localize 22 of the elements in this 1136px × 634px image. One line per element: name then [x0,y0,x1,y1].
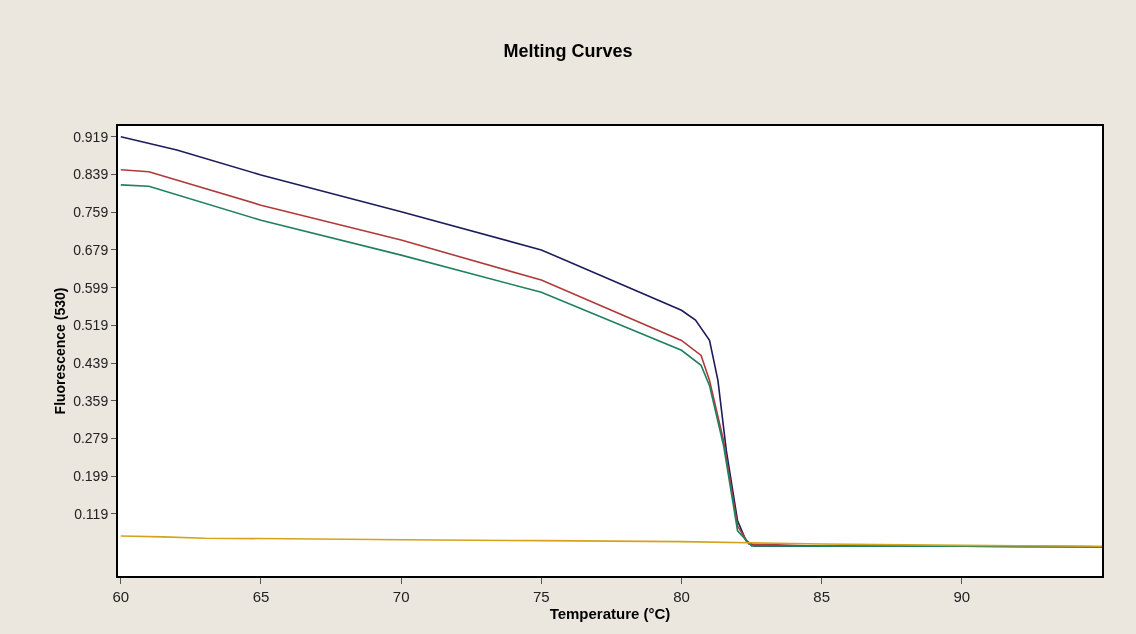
chart-title: Melting Curves [503,41,633,62]
y-tick-label: 0.519 [73,317,109,334]
y-tick-label: 0.839 [73,166,109,183]
line-series [120,535,1102,548]
x-tick-label: 70 [392,588,410,605]
y-tick-label: 0.679 [73,241,109,258]
y-tick-label: 0.279 [73,430,109,447]
x-tick-label: 90 [953,588,971,605]
x-tick-label: 75 [532,588,550,605]
y-axis-title: Fluorescence (530) [52,287,69,415]
x-tick-label: 60 [112,588,130,605]
y-tick-label: 0.759 [73,204,109,221]
y-tick-label: 0.439 [73,354,109,371]
y-tick-label: 0.119 [74,505,109,522]
y-tick-label: 0.919 [73,128,109,145]
x-axis-title: Temperature (°C) [549,605,671,622]
y-tick-label: 0.199 [73,468,109,484]
y-tick-label: 0.599 [73,279,109,296]
x-tick-label: 80 [673,588,690,605]
x-tick-label: 85 [813,588,830,605]
y-tick-label: 0.359 [73,392,109,409]
x-tick-label: 65 [252,588,270,605]
